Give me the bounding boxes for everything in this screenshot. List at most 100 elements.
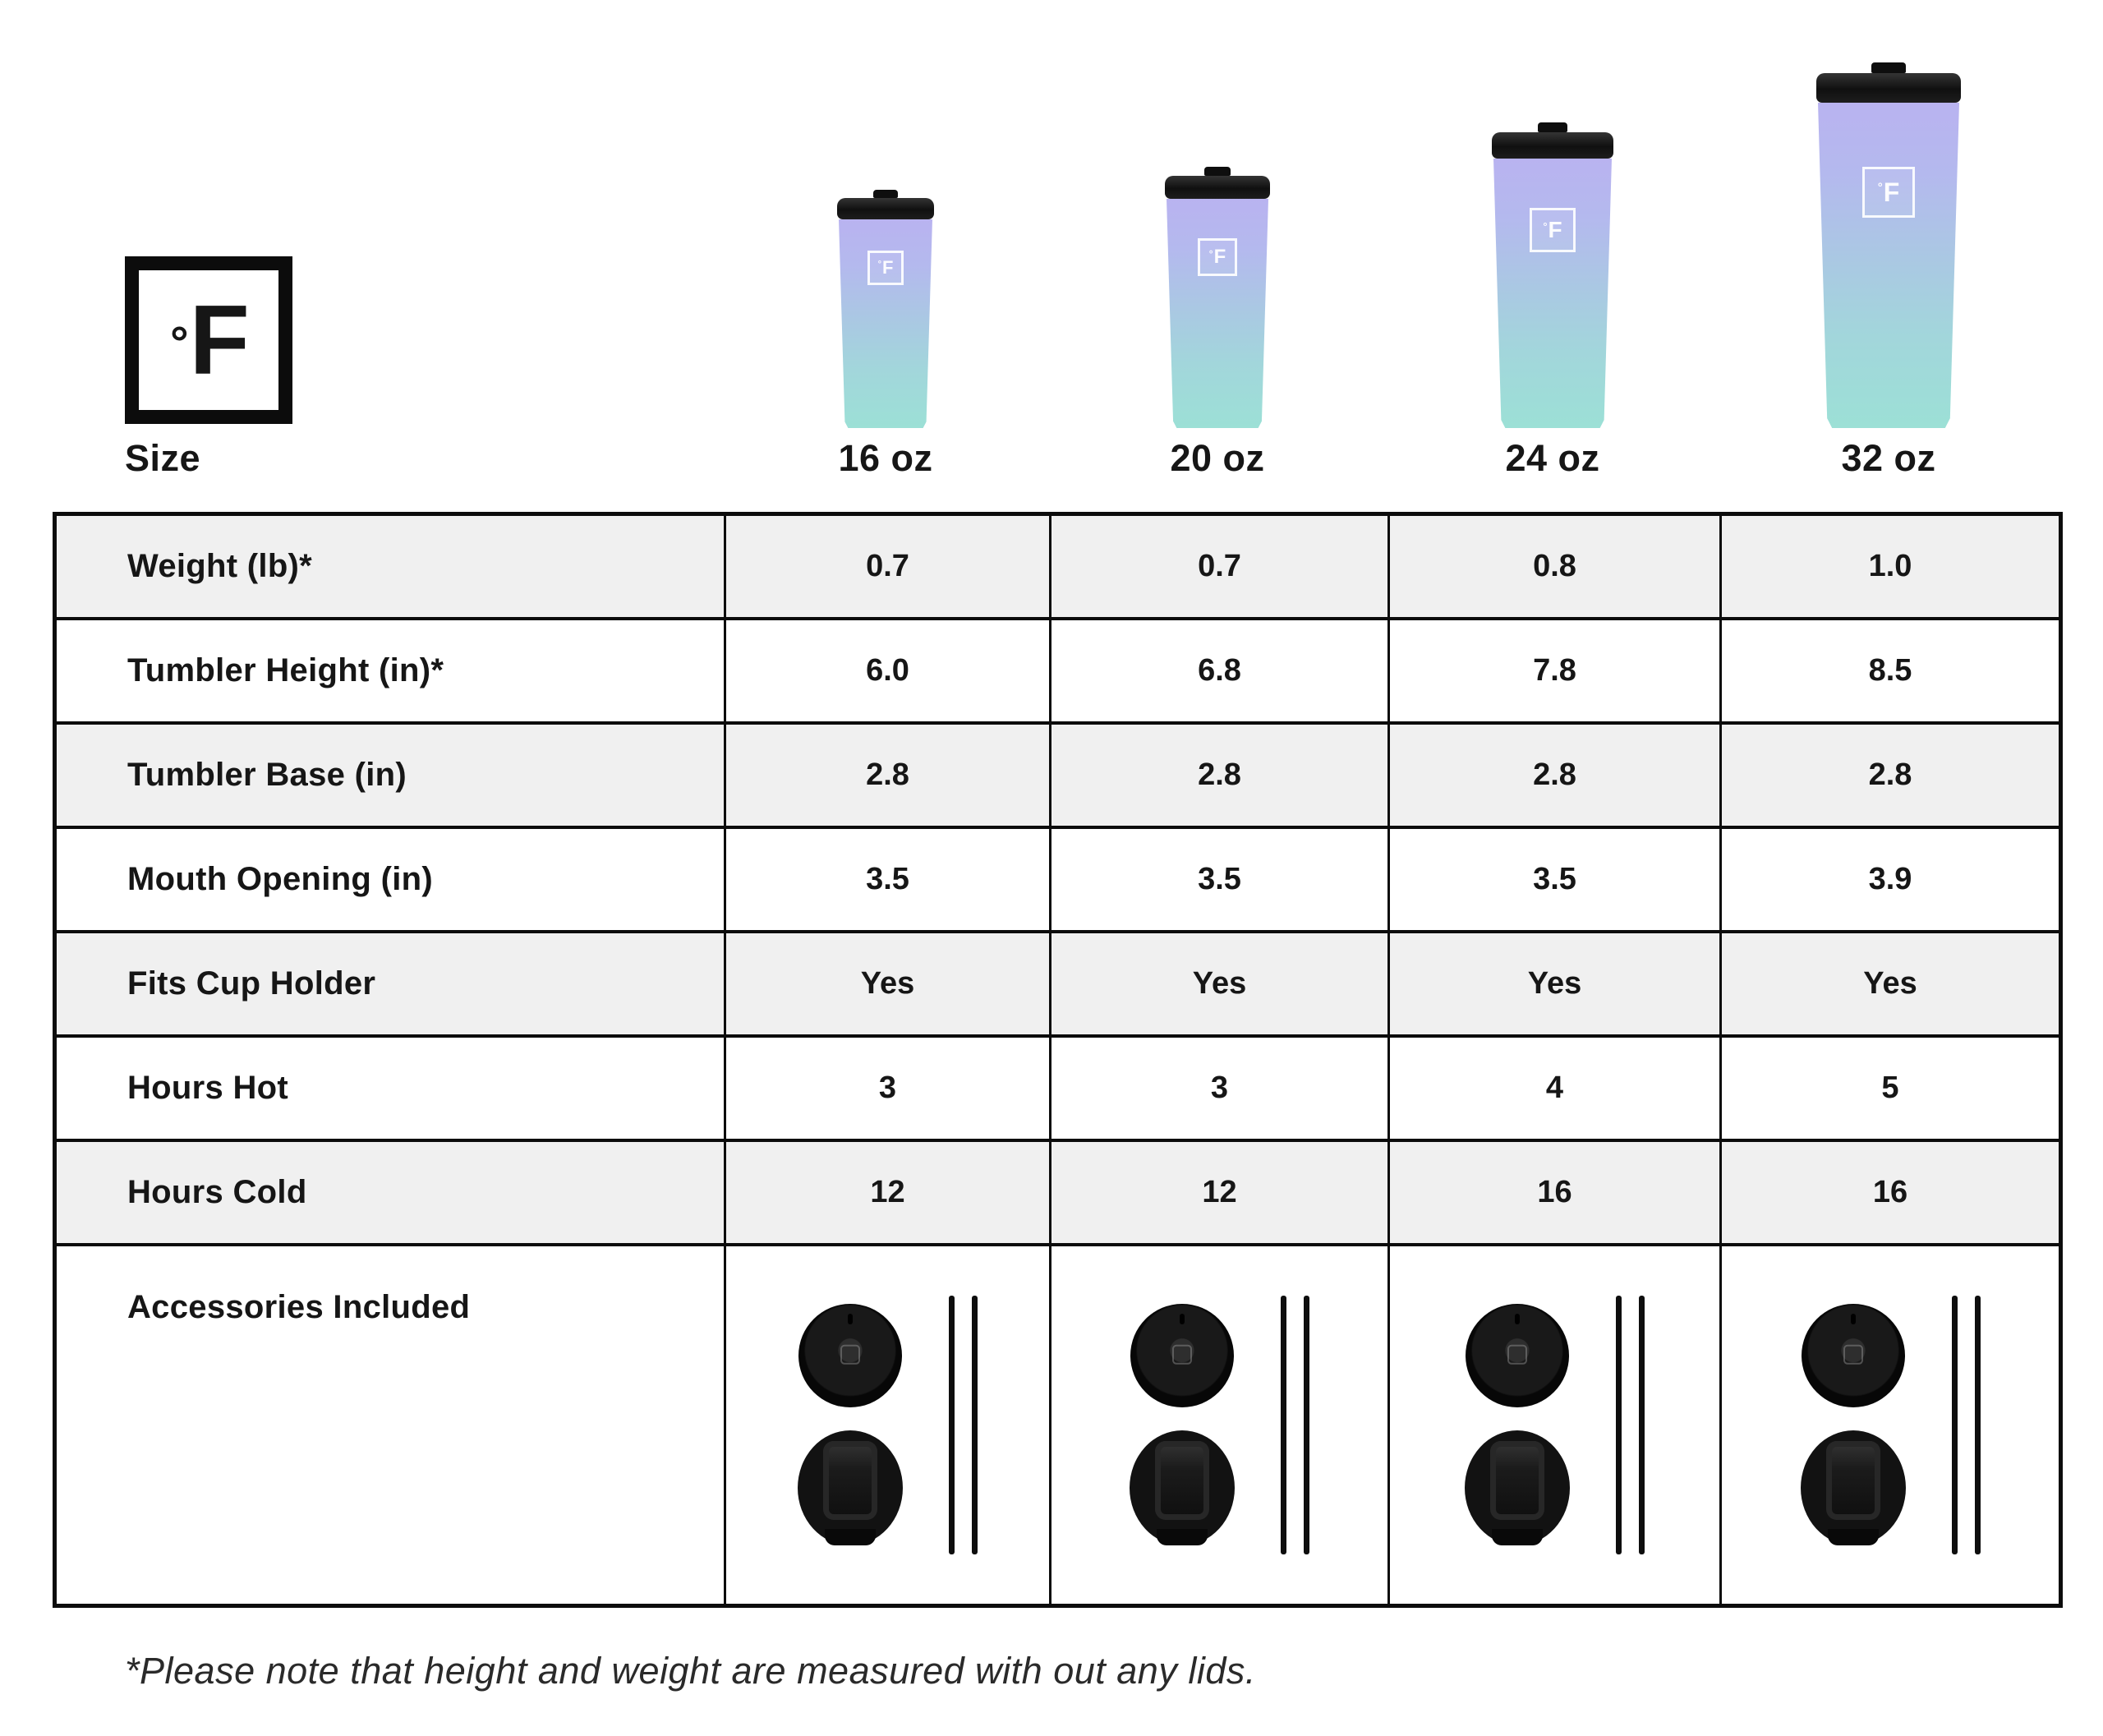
lid-spout [1827, 1529, 1879, 1546]
table-row-hours-hot: Hours Hot 3 3 4 5 [53, 1034, 2062, 1142]
degree-icon: ° [1208, 247, 1213, 260]
cell-value: 4 [1387, 1034, 1722, 1142]
cell-value: 2.8 [1719, 721, 2062, 829]
table-row-accessories: Accessories Included [53, 1242, 2062, 1608]
flip-straw-lid-icon [1130, 1430, 1235, 1546]
accessories-cell-24oz [1387, 1242, 1722, 1608]
tumbler-image-32oz: ° F [1816, 62, 1961, 428]
tumbler-body: ° F [1167, 199, 1268, 428]
straw-icon [1639, 1295, 1645, 1554]
straws-icon [1951, 1295, 1981, 1554]
cell-value: 2.8 [724, 721, 1052, 829]
straw-icon [1951, 1295, 1958, 1554]
degree-icon: ° [1877, 180, 1883, 195]
degree-icon: ° [877, 259, 881, 269]
lid-tab [1538, 122, 1567, 132]
cell-value: 8.5 [1719, 616, 2062, 725]
tumbler-lid [1816, 73, 1961, 103]
spec-table: Weight (lb)* 0.7 0.7 0.8 1.0 Tumbler Hei… [53, 512, 2063, 1608]
cell-value: 12 [1049, 1138, 1390, 1246]
tumbler-column-16oz: ° F [723, 0, 1048, 428]
lid-icons [1800, 1304, 1906, 1546]
lid-icons [798, 1304, 903, 1546]
press-in-lid-icon [1801, 1304, 1905, 1408]
cell-value: 6.0 [724, 616, 1052, 725]
accessories-group [1391, 1295, 1719, 1554]
footnote: *Please note that height and weight are … [125, 1650, 1256, 1692]
tumbler-logo-letter: F [881, 257, 894, 278]
accessories-group [1723, 1295, 2058, 1554]
tumbler-column-24oz: ° F [1387, 0, 1719, 428]
tumbler-lid [837, 198, 934, 219]
table-row-mouth: Mouth Opening (in) 3.5 3.5 3.5 3.9 [53, 825, 2062, 933]
cell-value: Yes [1387, 929, 1722, 1038]
row-label: Hours Cold [53, 1138, 726, 1246]
flip-straw-lid-icon [1465, 1430, 1570, 1546]
lid-handle [1155, 1441, 1209, 1521]
table-row-cup-holder: Fits Cup Holder Yes Yes Yes Yes [53, 929, 2062, 1038]
cell-value: 3 [724, 1034, 1052, 1142]
lid-handle [823, 1441, 877, 1521]
tumbler-logo-badge: ° F [1862, 167, 1915, 218]
size-column-header-32oz: 32 oz [1841, 437, 1936, 479]
row-label: Weight (lb)* [53, 512, 726, 620]
straw-icon [1616, 1295, 1622, 1554]
tumbler-body: ° F [839, 219, 932, 428]
tumbler-body: ° F [1818, 103, 1959, 428]
lid-tab [1204, 167, 1231, 176]
tumbler-image-20oz: ° F [1165, 167, 1270, 428]
straws-icon [1281, 1295, 1309, 1554]
lid-tab [1871, 62, 1906, 73]
table-row-weight: Weight (lb)* 0.7 0.7 0.8 1.0 [53, 512, 2062, 620]
straw-icon [1974, 1295, 1981, 1554]
cell-value: Yes [724, 929, 1052, 1038]
tumbler-strip-spacer [53, 0, 723, 428]
size-column-header-20oz: 20 oz [1170, 437, 1265, 479]
cell-value: 16 [1387, 1138, 1722, 1246]
cell-value: 5 [1719, 1034, 2062, 1142]
accessories-cell-32oz [1719, 1242, 2062, 1608]
tumbler-image-16oz: ° F [837, 190, 934, 428]
brand-letter: F [189, 284, 250, 395]
row-label: Tumbler Base (in) [53, 721, 726, 829]
flip-straw-lid-icon [1800, 1430, 1906, 1546]
press-in-lid-icon [1130, 1304, 1234, 1408]
tumbler-logo-letter: F [1883, 177, 1900, 207]
cell-value: 2.8 [1049, 721, 1390, 829]
tumbler-column-20oz: ° F [1048, 0, 1387, 428]
cell-value: 0.7 [1049, 512, 1390, 620]
size-column-header-24oz: 24 oz [1505, 437, 1600, 479]
straws-icon [949, 1295, 978, 1554]
tumbler-lid [1492, 132, 1613, 159]
row-label: Fits Cup Holder [53, 929, 726, 1038]
accessories-group [727, 1295, 1048, 1554]
size-header-row: Size 16 oz 20 oz 24 oz 32 oz [53, 427, 2059, 490]
accessories-group [1052, 1295, 1387, 1554]
row-label: Accessories Included [53, 1242, 726, 1608]
brand-logo-text: ° F [170, 284, 250, 395]
lid-tab [873, 190, 898, 198]
row-label: Tumbler Height (in)* [53, 616, 726, 725]
degree-icon: ° [170, 315, 189, 368]
table-row-hours-cold: Hours Cold 12 12 16 16 [53, 1138, 2062, 1246]
tumbler-body: ° F [1493, 159, 1612, 428]
cell-value: 3.5 [1049, 825, 1390, 933]
cell-value: Yes [1049, 929, 1390, 1038]
table-row-height: Tumbler Height (in)* 6.0 6.8 7.8 8.5 [53, 616, 2062, 725]
press-in-lid-icon [798, 1304, 902, 1408]
lid-icons [1465, 1304, 1570, 1546]
tumbler-logo-letter: F [1213, 246, 1226, 268]
accessories-cell-20oz [1049, 1242, 1390, 1608]
lid-spout [1492, 1529, 1543, 1546]
cell-value: 16 [1719, 1138, 2062, 1246]
row-label: Hours Hot [53, 1034, 726, 1142]
cell-value: 12 [724, 1138, 1052, 1246]
lid-handle [1490, 1441, 1544, 1521]
press-in-lid-icon [1466, 1304, 1569, 1408]
cell-value: 3.5 [724, 825, 1052, 933]
lid-icons [1130, 1304, 1235, 1546]
tumbler-logo-badge: ° F [1530, 208, 1576, 252]
cell-value: 3.9 [1719, 825, 2062, 933]
table-row-base: Tumbler Base (in) 2.8 2.8 2.8 2.8 [53, 721, 2062, 829]
